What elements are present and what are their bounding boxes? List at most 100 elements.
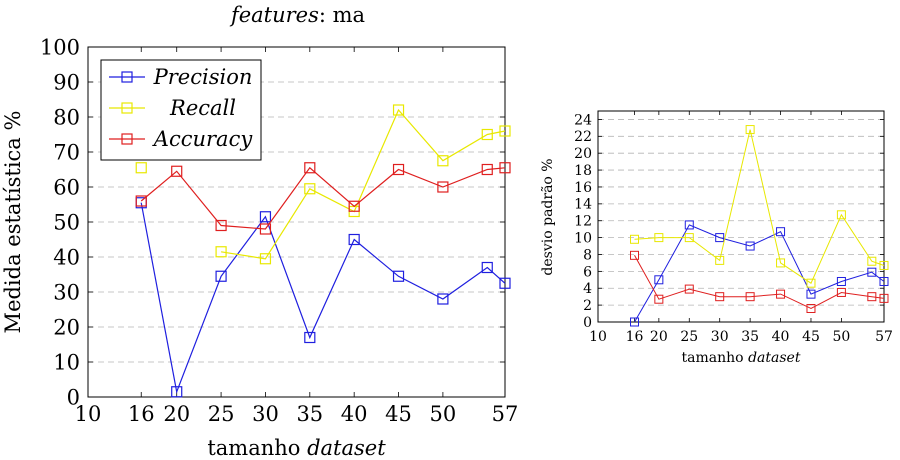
main-point-recall <box>259 253 272 265</box>
main-point-accuracy <box>304 162 316 174</box>
std-ytick-label: 14 <box>574 197 592 213</box>
main-xtick-label: 10 <box>75 402 102 426</box>
main-xtick-label: 16 <box>128 402 155 426</box>
std-xtick-label: 50 <box>832 329 850 345</box>
std-xtick-label: 25 <box>680 329 698 345</box>
std-point-accuracy <box>684 284 694 294</box>
main-point-accuracy <box>171 165 183 177</box>
main-point-recall <box>215 246 227 258</box>
main-point-accuracy <box>135 195 147 207</box>
std-series-line-precision <box>634 224 885 323</box>
std-ytick-label: 0 <box>583 315 592 331</box>
std-xtick-label: 20 <box>650 329 668 345</box>
main-point-precision <box>215 270 227 282</box>
std-series-line-accuracy <box>634 255 885 310</box>
std-point-precision <box>684 220 694 230</box>
main-ytick-label: 70 <box>53 140 80 164</box>
std-point-precision <box>745 241 755 251</box>
legend-label-recall: Recall <box>169 96 236 120</box>
main-ytick-label: 40 <box>53 245 80 269</box>
legend-marker-recall <box>121 102 133 114</box>
main-xtick-label: 40 <box>341 402 368 426</box>
std-point-accuracy <box>879 293 889 303</box>
legend-label-precision: Precision <box>153 65 253 89</box>
main-series-line-recall <box>221 108 506 260</box>
std-xtick-label: 57 <box>875 329 893 345</box>
std-point-recall <box>684 233 694 243</box>
main-ytick-label: 30 <box>53 280 80 304</box>
std-xaxis-label: tamanho dataset <box>682 350 801 366</box>
std-point-recall <box>879 260 889 270</box>
std-ytick-label: 6 <box>583 264 592 280</box>
main-point-recall <box>135 162 147 174</box>
std-ytick-label: 8 <box>583 247 592 263</box>
std-point-precision <box>836 276 846 286</box>
std-point-precision <box>867 267 877 277</box>
std-point-recall <box>715 255 725 265</box>
std-point-recall <box>745 125 755 135</box>
main-point-precision <box>171 386 183 398</box>
std-ytick-label: 16 <box>574 180 592 196</box>
main-yaxis-label: Medida estatística % <box>1 111 25 334</box>
main-ytick-label: 0 <box>67 385 80 409</box>
std-point-recall <box>654 233 664 243</box>
std-xtick-label: 40 <box>772 329 790 345</box>
main-point-precision <box>437 293 449 305</box>
main-series-line-precision <box>140 202 506 394</box>
main-ytick-label: 60 <box>53 175 80 199</box>
main-point-precision <box>348 233 360 246</box>
std-ytick-label: 12 <box>574 214 592 230</box>
main-point-accuracy <box>437 181 449 193</box>
main-xtick-label: 30 <box>252 402 279 426</box>
main-point-accuracy <box>215 219 227 232</box>
std-point-accuracy <box>654 294 664 304</box>
legend-marker-precision <box>121 71 133 83</box>
main-xtick-label: 57 <box>492 402 519 426</box>
std-ytick-label: 18 <box>574 163 592 179</box>
main-point-recall <box>499 125 511 137</box>
main-xtick-label: 45 <box>385 402 412 426</box>
legend-label-accuracy: Accuracy <box>152 127 254 151</box>
main-ytick-label: 100 <box>40 35 80 59</box>
main-ytick-label: 90 <box>53 70 80 94</box>
std-xtick-label: 35 <box>741 329 759 345</box>
std-yaxis-label: desvio padrão % <box>540 158 556 275</box>
figure-title-italic: features <box>230 3 319 27</box>
std-xaxis-label-plain: tamanho <box>682 350 749 366</box>
std-point-recall <box>806 278 816 288</box>
main-point-accuracy <box>499 162 511 174</box>
std-plot-frame <box>597 110 885 323</box>
std-point-accuracy <box>836 287 846 297</box>
main-point-recall <box>481 128 493 141</box>
std-point-accuracy <box>776 289 786 299</box>
std-point-accuracy <box>867 292 877 302</box>
std-point-accuracy <box>806 303 816 313</box>
main-xtick-label: 50 <box>430 402 457 426</box>
std-point-precision <box>630 317 640 327</box>
main-point-precision <box>259 211 272 223</box>
std-xtick-label: 30 <box>711 329 729 345</box>
std-point-precision <box>879 276 889 286</box>
std-xtick-label: 10 <box>589 329 607 345</box>
main-point-precision <box>392 270 405 282</box>
std-series-line-recall <box>634 129 885 284</box>
std-xtick-label: 16 <box>626 329 644 345</box>
std-point-accuracy <box>630 250 640 260</box>
main-ytick-label: 10 <box>53 350 80 374</box>
std-point-precision <box>715 233 725 243</box>
std-xaxis-label-italic: dataset <box>748 350 801 366</box>
std-point-recall <box>867 256 877 266</box>
main-xaxis-label-italic: dataset <box>307 436 386 460</box>
std-point-precision <box>806 289 816 299</box>
std-xtick-label: 45 <box>802 329 820 345</box>
std-ytick-label: 10 <box>574 231 592 247</box>
main-point-recall <box>392 104 405 116</box>
main-point-accuracy <box>481 163 493 176</box>
std-ytick-label: 4 <box>583 281 592 297</box>
main-point-accuracy <box>348 200 360 212</box>
std-point-recall <box>630 234 640 244</box>
main-point-accuracy <box>392 163 405 176</box>
